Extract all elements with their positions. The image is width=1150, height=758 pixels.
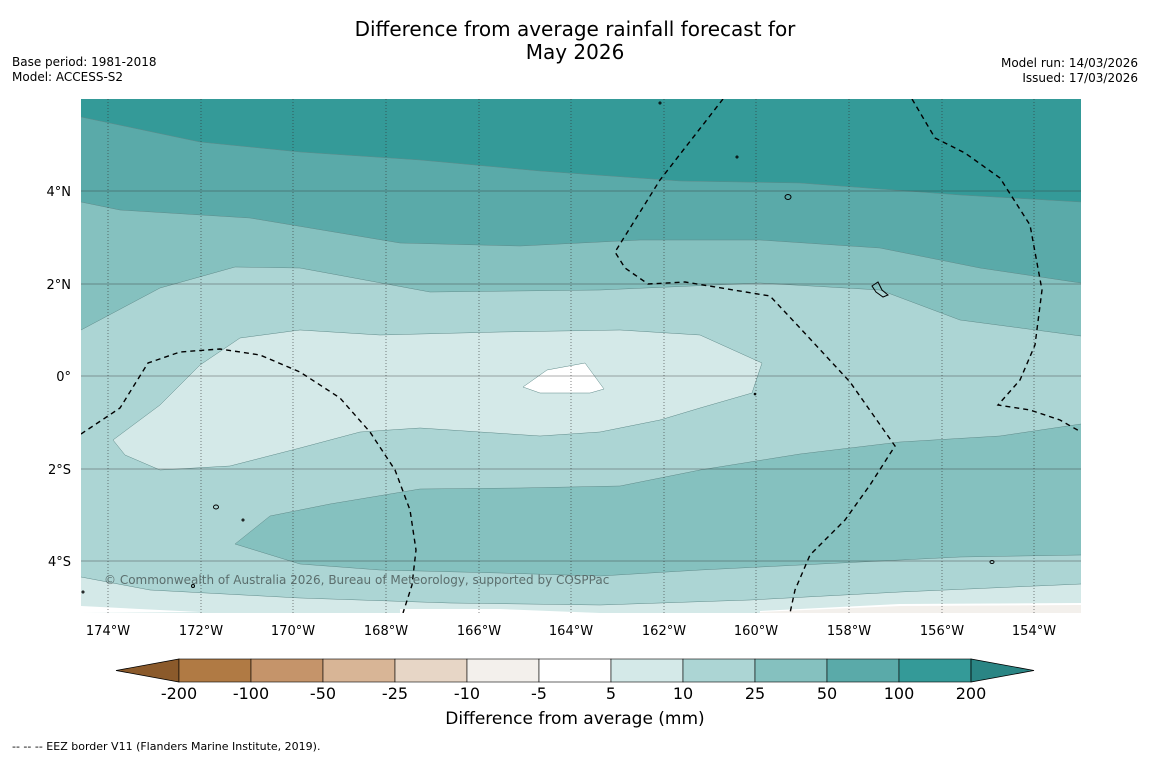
eez-footnote: -- -- -- EEZ border V11 (Flanders Marine… <box>12 740 321 753</box>
colorbar-swatch <box>178 658 252 683</box>
lon-label: 156°W <box>920 624 964 639</box>
map-title: Difference from average rainfall forecas… <box>0 18 1150 64</box>
colorbar-extend-high <box>970 658 1035 683</box>
issued-date: Issued: 17/03/2026 <box>1022 71 1138 85</box>
colorbar-swatch <box>826 658 900 683</box>
model-name: Model: ACCESS-S2 <box>12 70 124 84</box>
colorbar-swatch <box>754 658 828 683</box>
lon-label: 172°W <box>179 624 223 639</box>
islands <box>81 101 995 594</box>
lat-label: 4°S <box>48 555 71 570</box>
lon-axis: 174°W 172°W 170°W 168°W 166°W 164°W 162°… <box>86 624 1056 639</box>
colorbar-tick-label: 25 <box>745 684 765 703</box>
lon-label: 170°W <box>271 624 315 639</box>
band-dry-south <box>760 605 1081 613</box>
colorbar-tick-label: 100 <box>884 684 915 703</box>
colorbar-tick-label: -25 <box>382 684 408 703</box>
meta-right: Model run: 14/03/2026 Issued: 17/03/2026 <box>1001 56 1138 86</box>
colorbar-swatch <box>538 658 612 683</box>
colorbar-swatch <box>322 658 396 683</box>
colorbar-tick-label: -50 <box>310 684 336 703</box>
band-neutral-equator <box>522 362 605 394</box>
colorbar-tick-label: 200 <box>956 684 987 703</box>
meta-left: Base period: 1981-2018 Model: ACCESS-S2 <box>12 55 157 85</box>
lon-label: 158°W <box>827 624 871 639</box>
colorbar-tick-label: 5 <box>606 684 616 703</box>
lon-label: 174°W <box>86 624 130 639</box>
colorbar-swatches <box>115 658 1035 683</box>
map-plot-area: © Commonwealth of Australia 2026, Bureau… <box>81 99 1081 613</box>
title-line-1: Difference from average rainfall forecas… <box>354 17 796 41</box>
colorbar-swatch <box>898 658 972 683</box>
model-run: Model run: 14/03/2026 <box>1000 56 1138 70</box>
colorbar-swatch <box>682 658 756 683</box>
colorbar-tick-label: -200 <box>161 684 197 703</box>
colorbar-tick-label: -5 <box>531 684 547 703</box>
lon-label: 166°W <box>457 624 501 639</box>
lat-label: 2°N <box>47 278 72 293</box>
lon-label: 164°W <box>549 624 593 639</box>
lat-label: 2°S <box>48 463 71 478</box>
lat-label: 4°N <box>47 185 72 200</box>
colorbar-swatch <box>250 658 324 683</box>
lon-label: 162°W <box>642 624 686 639</box>
band-5-10-south <box>81 577 1081 613</box>
base-period: Base period: 1981-2018 <box>12 55 157 69</box>
band-25-50-south <box>235 424 1081 576</box>
graticule <box>81 99 1081 613</box>
title-line-2: May 2026 <box>525 40 625 64</box>
lon-label: 154°W <box>1012 624 1056 639</box>
colorbar-extend-low <box>115 658 180 683</box>
colorbar-ticks: -200 -100 -50 -25 -10 -5 5 10 25 50 100 200 <box>161 684 986 703</box>
contour-lines <box>81 116 1081 606</box>
lon-label: 168°W <box>364 624 408 639</box>
colorbar-swatch <box>610 658 684 683</box>
colorbar-tick-label: -100 <box>233 684 269 703</box>
lat-axis: 4°N 2°N 0° 2°S 4°S <box>47 185 72 570</box>
colorbar-tick-label: 50 <box>817 684 837 703</box>
lat-label: 0° <box>56 370 71 385</box>
band-100-200-north <box>81 99 1081 202</box>
colorbar-swatch <box>394 658 468 683</box>
band-5-10-equator <box>112 329 763 471</box>
copyright-text: © Commonwealth of Australia 2026, Bureau… <box>104 573 609 587</box>
eez-borders <box>81 99 1081 613</box>
colorbar-title: Difference from average (mm) <box>445 709 705 729</box>
colorbar-tick-label: 10 <box>673 684 693 703</box>
colorbar-tick-label: -10 <box>454 684 480 703</box>
colorbar-swatch <box>466 658 540 683</box>
lon-label: 160°W <box>734 624 778 639</box>
